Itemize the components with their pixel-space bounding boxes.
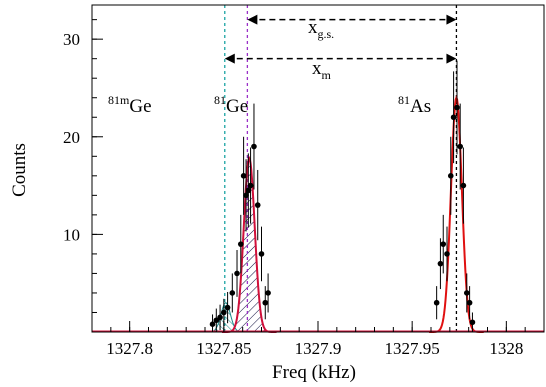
distance-arrows bbox=[224, 14, 457, 64]
label-81Ge-base: Ge bbox=[226, 96, 248, 117]
x-axis-label: Freq (kHz) bbox=[272, 362, 356, 383]
x-tick-label: 1327.95 bbox=[385, 339, 440, 358]
data-point bbox=[463, 290, 470, 296]
label-81mGe: 81mGe bbox=[108, 93, 152, 117]
label-81Ge-sup: 81 bbox=[214, 93, 226, 107]
data-point bbox=[262, 299, 269, 306]
data-point bbox=[469, 319, 476, 326]
data-point bbox=[213, 317, 220, 324]
data-point bbox=[247, 182, 254, 189]
y-tick-label: 20 bbox=[63, 128, 80, 147]
label-81As-sup: 81 bbox=[398, 93, 410, 107]
x-tick-label: 1327.9 bbox=[295, 339, 342, 358]
reference-lines bbox=[224, 5, 458, 332]
plot-frame bbox=[91, 4, 545, 333]
data-point bbox=[466, 299, 473, 306]
x-tick-label: 1327.85 bbox=[196, 339, 251, 358]
label-81mGe-base: Ge bbox=[129, 96, 151, 117]
data-point bbox=[243, 192, 249, 199]
label-x-gs-base: x bbox=[308, 17, 318, 38]
label-81Ge: 81Ge bbox=[214, 93, 248, 117]
data-point bbox=[437, 260, 444, 267]
x-m-arrow-head-right bbox=[446, 53, 457, 64]
data-points bbox=[209, 60, 476, 332]
label-81As: 81As bbox=[398, 93, 431, 117]
data-point bbox=[251, 143, 257, 150]
data-point bbox=[457, 143, 463, 150]
data-point bbox=[209, 321, 216, 327]
x-tick-label: 1328 bbox=[489, 339, 523, 358]
label-x-m: xm bbox=[312, 58, 332, 82]
data-point bbox=[258, 251, 265, 257]
axis-ticks: 1327.8 1327.85 1327.9 1327.95 1328 10 20 30 bbox=[63, 19, 545, 358]
x-gs-arrow-head-right bbox=[446, 14, 457, 25]
data-point bbox=[454, 104, 460, 111]
x-m-arrow-head-left bbox=[224, 53, 235, 64]
data-point bbox=[234, 270, 240, 277]
label-x-m-base: x bbox=[312, 58, 322, 79]
data-point bbox=[444, 251, 450, 257]
data-point bbox=[221, 309, 227, 316]
data-point bbox=[224, 304, 231, 311]
data-point bbox=[460, 182, 467, 189]
label-x-gs: xg.s. bbox=[308, 17, 334, 41]
label-81mGe-sup: 81m bbox=[108, 93, 130, 107]
x-m-arrow bbox=[224, 53, 457, 64]
data-point bbox=[447, 173, 454, 179]
data-point bbox=[265, 290, 271, 296]
data-point bbox=[254, 202, 261, 208]
x-tick-label: 1327.8 bbox=[106, 339, 153, 358]
data-point bbox=[245, 187, 252, 194]
x-gs-arrow bbox=[247, 14, 457, 25]
label-81As-base: As bbox=[410, 96, 431, 117]
fit-curves bbox=[92, 94, 544, 333]
data-point bbox=[450, 114, 457, 121]
data-point bbox=[440, 241, 447, 247]
label-x-m-sub: m bbox=[322, 68, 332, 82]
data-point bbox=[433, 299, 440, 306]
y-tick-label: 10 bbox=[63, 225, 80, 244]
y-tick-label: 30 bbox=[63, 30, 80, 49]
y-axis-label: Counts bbox=[9, 143, 30, 197]
label-x-gs-sub: g.s. bbox=[318, 27, 335, 41]
data-point bbox=[240, 173, 247, 179]
data-point bbox=[217, 314, 223, 321]
data-point bbox=[229, 290, 236, 296]
x-gs-arrow-head-left bbox=[247, 14, 258, 25]
data-point bbox=[237, 241, 244, 247]
